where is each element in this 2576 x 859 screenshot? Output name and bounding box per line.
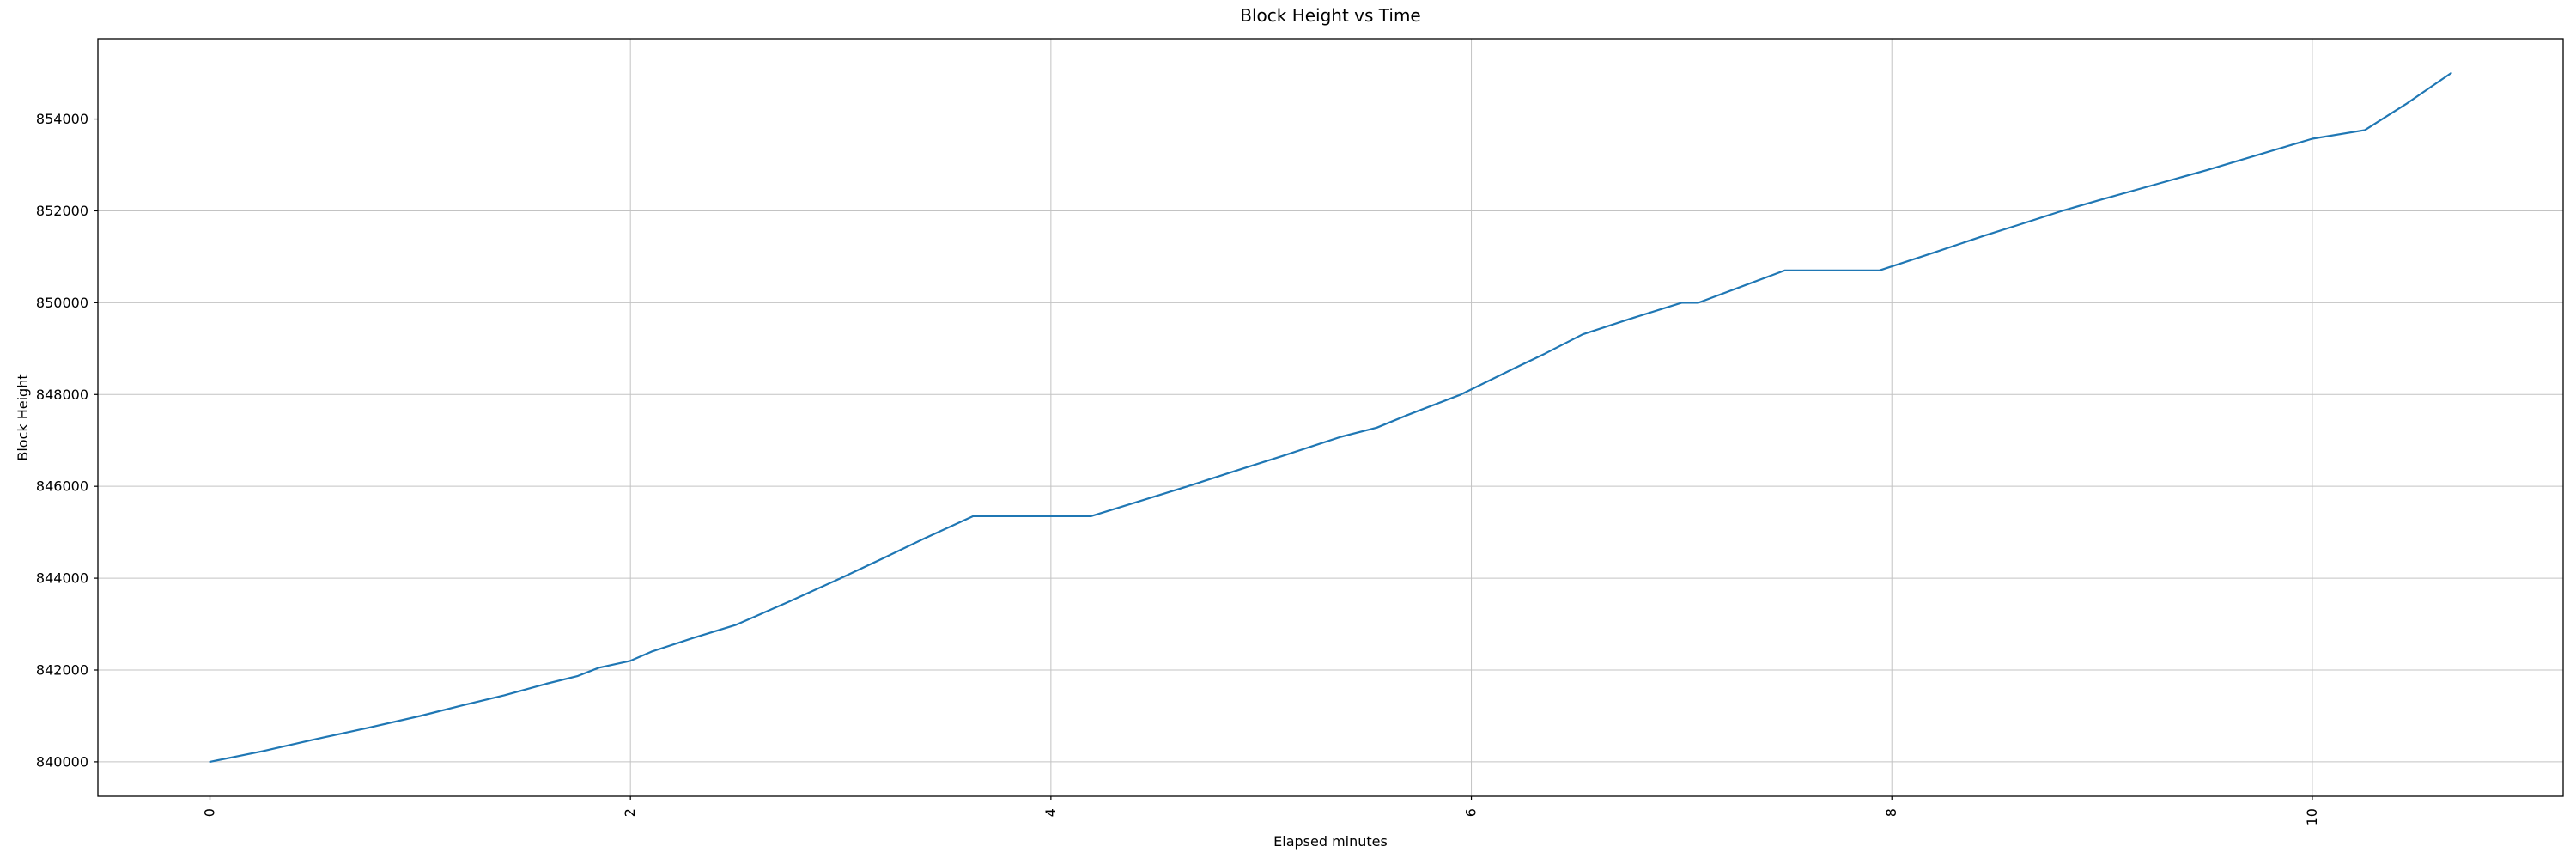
x-tick-label: 4 (1042, 808, 1059, 817)
y-axis-label: Block Height (15, 374, 31, 461)
x-tick-label: 8 (1883, 808, 1899, 817)
y-tick-label: 842000 (36, 662, 88, 679)
y-tick-label: 846000 (36, 478, 88, 495)
x-tick-label: 0 (202, 808, 218, 817)
y-tick-label: 848000 (36, 387, 88, 403)
x-tick-label: 10 (2304, 808, 2320, 825)
x-tick-label: 2 (622, 808, 638, 817)
chart-title: Block Height vs Time (1240, 5, 1421, 26)
y-tick-label: 854000 (36, 111, 88, 127)
data-line-block-height (209, 71, 2452, 764)
y-tick-label: 852000 (36, 203, 88, 219)
x-tick-label: 6 (1463, 808, 1479, 817)
x-axis-label: Elapsed minutes (1273, 833, 1388, 850)
y-tick-label: 840000 (36, 753, 88, 770)
y-tick-label: 850000 (36, 295, 88, 311)
plot-frame (97, 38, 2564, 797)
y-tick-label: 844000 (36, 570, 88, 587)
